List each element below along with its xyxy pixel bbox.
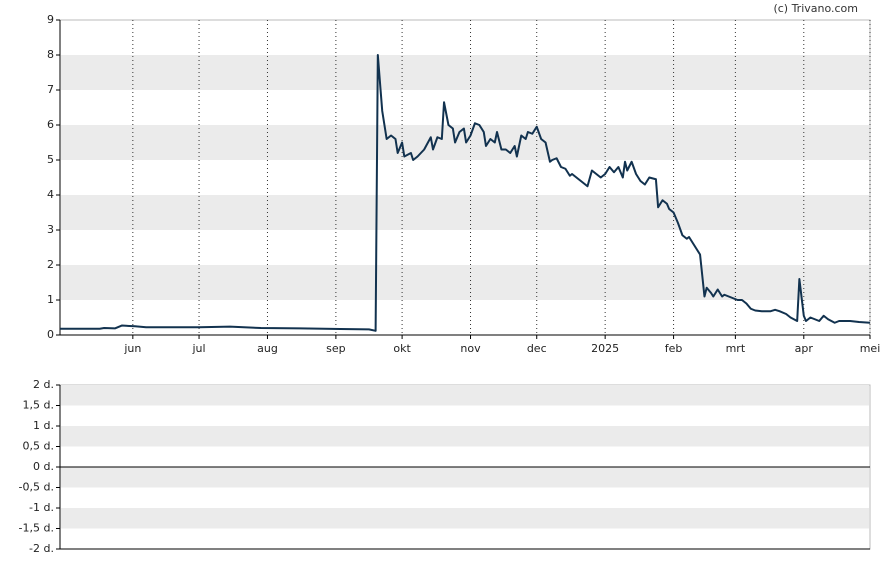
y-tick-label: 5 — [47, 153, 54, 166]
grid-band — [61, 426, 869, 447]
y-tick-label: 6 — [47, 118, 54, 131]
x-tick-label: mei — [860, 342, 881, 355]
x-tick-label: apr — [795, 342, 814, 355]
y-tick-label: 1,5 d. — [23, 399, 54, 412]
grid-band — [61, 508, 869, 529]
y-tick-label: 2 — [47, 258, 54, 271]
grid-band — [61, 467, 869, 488]
x-tick-label: nov — [460, 342, 481, 355]
y-tick-label: 4 — [47, 188, 54, 201]
x-tick-label: okt — [393, 342, 411, 355]
grid-band — [61, 55, 869, 90]
price-line — [60, 54, 871, 332]
y-tick-label: 3 — [47, 223, 54, 236]
x-tick-label: 2025 — [591, 342, 619, 355]
y-tick-label: 7 — [47, 83, 54, 96]
grid-band — [61, 385, 869, 406]
x-tick-label: feb — [665, 342, 683, 355]
x-tick-label: mrt — [726, 342, 746, 355]
watermark: (c) Trivano.com — [773, 2, 858, 15]
y-tick-label: 1 — [47, 293, 54, 306]
y-tick-label: 0,5 d. — [23, 440, 54, 453]
x-tick-label: jul — [191, 342, 205, 355]
grid-band — [61, 195, 869, 230]
y-tick-label: 0 d. — [33, 460, 54, 473]
y-tick-label: -0,5 d. — [19, 481, 54, 494]
x-tick-label: sep — [326, 342, 345, 355]
y-tick-label: 1 d. — [33, 419, 54, 432]
y-tick-label: 2 d. — [33, 378, 54, 391]
y-tick-label: -2 d. — [29, 542, 54, 555]
y-tick-label: -1 d. — [29, 501, 54, 514]
y-tick-label: -1,5 d. — [19, 522, 54, 535]
grid-band — [61, 265, 869, 300]
y-tick-label: 8 — [47, 48, 54, 61]
x-tick-label: aug — [257, 342, 278, 355]
y-tick-label: 0 — [47, 328, 54, 341]
y-tick-label: 9 — [47, 13, 54, 26]
x-tick-label: jun — [123, 342, 141, 355]
x-tick-label: dec — [527, 342, 547, 355]
